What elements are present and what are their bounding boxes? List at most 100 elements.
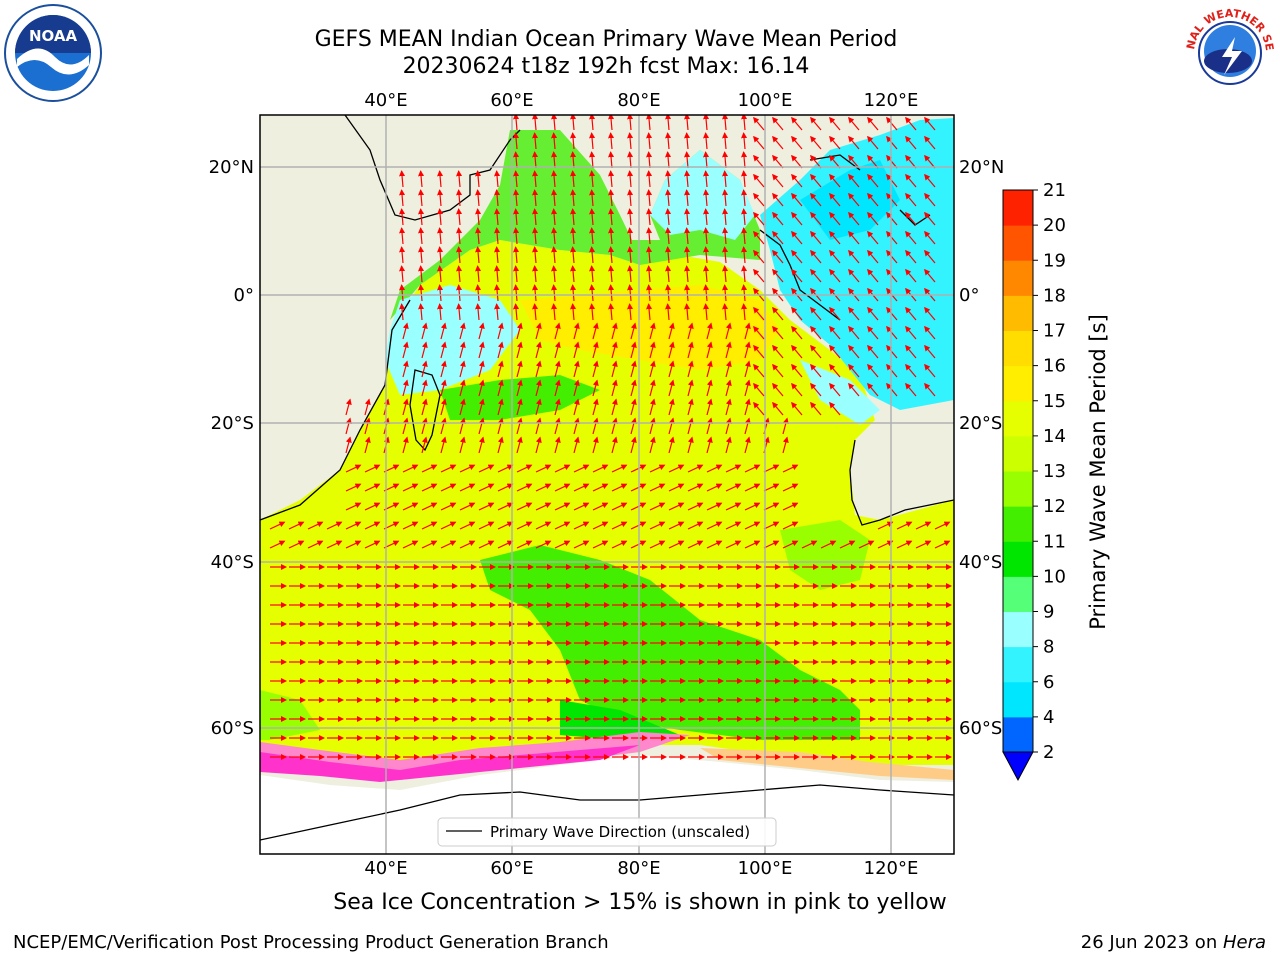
wave-direction-arrow (772, 192, 784, 207)
wave-direction-arrow (744, 379, 751, 397)
wave-direction-arrow (475, 189, 482, 207)
wave-direction-arrow (848, 306, 860, 321)
wave-direction-arrow (753, 230, 765, 245)
wave-direction-arrow (437, 208, 444, 226)
wave-direction-arrow (741, 303, 748, 321)
wave-direction-arrow (535, 540, 552, 549)
wave-direction-arrow (772, 268, 784, 283)
wave-direction-arrow (905, 268, 917, 283)
wave-direction-arrow (532, 151, 539, 169)
wave-direction-arrow (867, 230, 879, 245)
wave-direction-arrow (684, 227, 691, 245)
wave-direction-arrow (649, 502, 666, 511)
wave-direction-arrow (440, 436, 447, 454)
chart-subtitle: 20230624 t18z 192h fcst Max: 16.14 (402, 54, 810, 79)
wave-direction-arrow (269, 540, 286, 549)
colorbar-segment (1003, 435, 1033, 472)
wave-direction-arrow (551, 132, 558, 150)
wave-direction-arrow (532, 115, 539, 131)
wave-direction-arrow (668, 502, 685, 511)
wave-direction-arrow (497, 360, 504, 378)
wave-direction-arrow (494, 303, 501, 321)
wave-direction-arrow (848, 344, 860, 359)
wave-direction-arrow (706, 322, 713, 340)
wave-direction-arrow (791, 325, 803, 340)
wave-direction-arrow (345, 502, 362, 511)
wave-direction-arrow (589, 170, 596, 188)
wave-direction-arrow (478, 540, 495, 549)
wave-direction-arrow (886, 363, 898, 378)
wave-direction-arrow (608, 189, 615, 207)
wave-direction-arrow (437, 303, 444, 321)
wave-direction-arrow (924, 382, 936, 397)
wave-direction-arrow (810, 135, 822, 150)
wave-direction-arrow (573, 502, 590, 511)
wave-direction-arrow (535, 436, 542, 454)
wave-direction-arrow (867, 363, 879, 378)
wave-direction-arrow (782, 483, 799, 492)
wave-direction-arrow (573, 521, 590, 530)
wave-direction-arrow (848, 154, 860, 169)
wave-direction-arrow (848, 325, 860, 340)
wave-direction-arrow (516, 341, 523, 359)
wave-direction-arrow (867, 154, 879, 169)
wave-direction-arrow (791, 211, 803, 226)
wave-direction-arrow (402, 464, 419, 473)
wave-direction-arrow (905, 382, 917, 397)
wave-direction-arrow (402, 540, 419, 549)
wave-direction-arrow (848, 135, 860, 150)
wave-direction-arrow (611, 417, 618, 435)
wave-direction-arrow (589, 189, 596, 207)
wave-direction-arrow (867, 192, 879, 207)
wave-direction-arrow (725, 521, 742, 530)
wave-direction-arrow (551, 208, 558, 226)
wave-direction-arrow (649, 341, 656, 359)
colorbar-segment (1003, 330, 1033, 367)
wave-direction-arrow (456, 170, 463, 188)
wave-direction-arrow (440, 322, 447, 340)
wave-direction-arrow (630, 360, 637, 378)
wave-direction-arrow (829, 230, 841, 245)
wave-direction-arrow (402, 436, 409, 454)
wave-direction-arrow (744, 521, 761, 530)
wave-direction-arrow (646, 227, 653, 245)
wave-direction-arrow (364, 502, 381, 511)
wave-direction-arrows (269, 115, 952, 760)
wave-direction-arrow (753, 135, 765, 150)
ocean-field (260, 118, 954, 854)
colorbar-tick-label: 12 (1043, 496, 1066, 517)
legend-label: Primary Wave Direction (unscaled) (490, 823, 750, 841)
wave-direction-arrow (516, 417, 523, 435)
wave-direction-arrow (589, 265, 596, 283)
wave-direction-arrow (722, 132, 729, 150)
wave-direction-arrow (497, 398, 504, 416)
wave-direction-arrow (722, 265, 729, 283)
wave-direction-arrow (478, 341, 485, 359)
wave-direction-arrow (848, 268, 860, 283)
wave-direction-arrow (722, 284, 729, 302)
wave-direction-arrow (741, 227, 748, 245)
wave-direction-arrow (772, 173, 784, 188)
colorbar-segment (1003, 365, 1033, 402)
wave-direction-arrow (744, 360, 751, 378)
wave-direction-arrow (570, 246, 577, 264)
wave-direction-arrow (573, 398, 580, 416)
wave-direction-arrow (722, 115, 729, 131)
wave-direction-arrow (459, 379, 466, 397)
bottom-xtick-label: 100°E (738, 858, 793, 879)
wave-direction-arrow (684, 303, 691, 321)
wave-direction-arrow (896, 540, 913, 549)
wave-direction-arrow (744, 502, 761, 511)
wave-direction-arrow (516, 398, 523, 416)
wave-direction-arrow (725, 322, 732, 340)
colorbar-segment (1003, 716, 1033, 753)
colorbar-segment (1003, 295, 1033, 331)
wave-direction-arrow (611, 341, 618, 359)
wave-direction-arrow (459, 464, 476, 473)
wave-direction-arrow (418, 189, 425, 207)
colorbar-segment (1003, 400, 1033, 437)
wave-direction-arrow (475, 265, 482, 283)
wave-direction-arrow (399, 170, 406, 188)
wave-direction-arrow (744, 341, 751, 359)
wave-direction-arrow (611, 502, 628, 511)
